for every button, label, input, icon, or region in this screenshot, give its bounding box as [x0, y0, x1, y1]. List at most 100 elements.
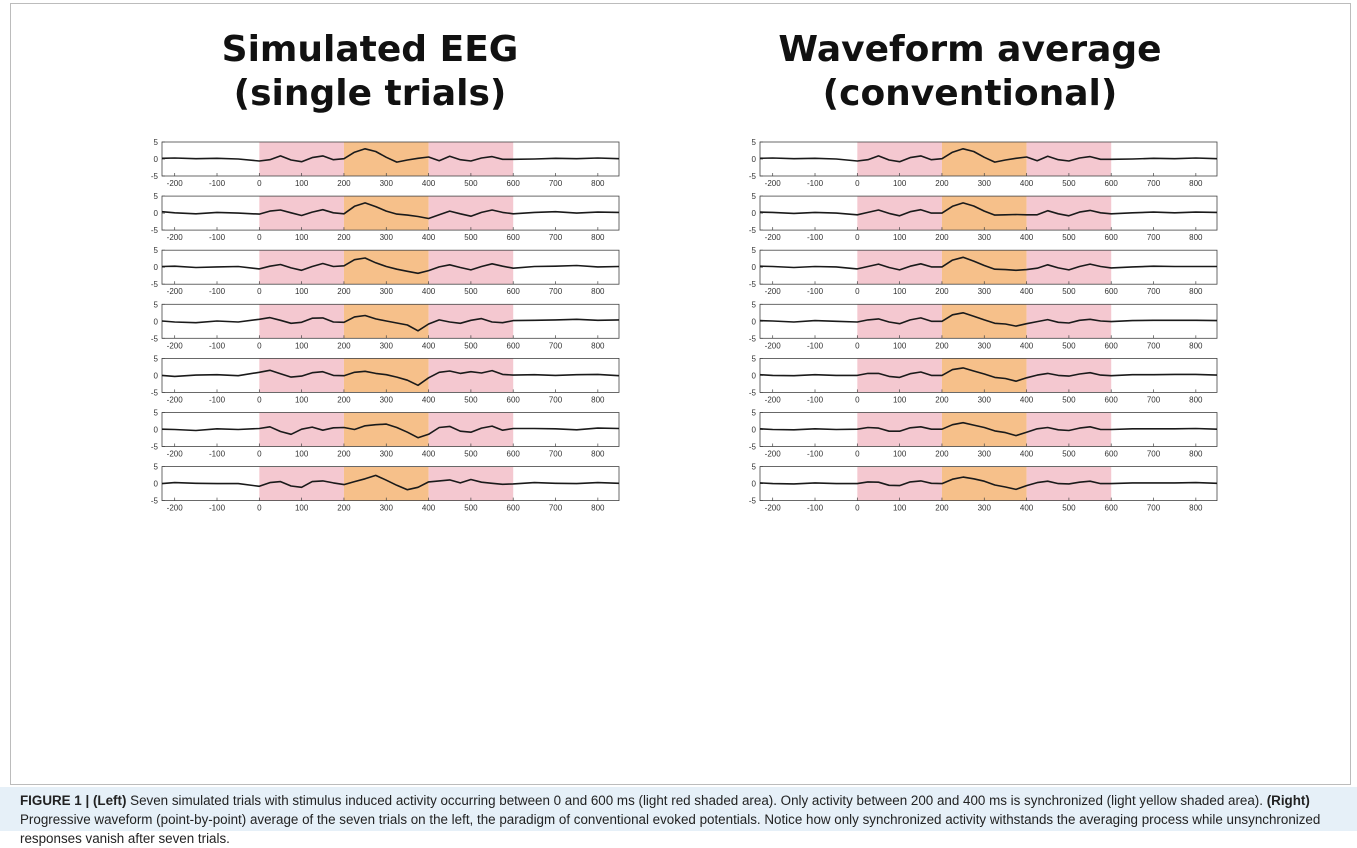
left-trial-6-ytick-label: 0 — [154, 426, 159, 435]
left-trial-1-xtick-label: -100 — [209, 179, 226, 188]
right-trial-7-shade-1 — [857, 466, 942, 501]
left-trial-5-waveform — [161, 369, 620, 387]
left-trial-1-xtick-label: 700 — [549, 179, 563, 188]
left-trial-6-xtick-label: 200 — [337, 450, 351, 459]
left-trial-5-xtick-label: 0 — [257, 395, 262, 404]
right-trial-3-xtick-label: 600 — [1105, 287, 1119, 296]
right-trial-7-ytick-label: -5 — [749, 497, 757, 506]
left-trial-3-waveform — [161, 257, 620, 275]
left-trial-2-xtick-label: 600 — [507, 233, 521, 242]
left-trial-4-xtick-label: 100 — [295, 341, 309, 350]
right-trial-7-xtick-label: 400 — [1020, 504, 1034, 513]
left-trial-1-xtick-label: 800 — [591, 179, 605, 188]
left-trial-4-xtick-label: -200 — [167, 341, 184, 350]
right-trial-2-xtick-label: 0 — [855, 233, 860, 242]
right-trial-6-xtick-label: -100 — [807, 450, 824, 459]
right-trial-2-xtick-label: 800 — [1189, 233, 1203, 242]
right-trial-7-xtick-label: 300 — [978, 504, 992, 513]
left-trial-4-xtick-label: 700 — [549, 341, 563, 350]
right-trial-1-xtick-label: -100 — [807, 179, 824, 188]
right-trial-5-xtick-label: 800 — [1189, 395, 1203, 404]
left-trial-3-shade-1 — [259, 250, 344, 285]
left-trial-6-xtick-label: 700 — [549, 450, 563, 459]
left-trial-2-xtick-label: -100 — [209, 233, 226, 242]
left-trial-2-shade-2 — [343, 196, 429, 231]
left-trial-2-xtick-label: 200 — [337, 233, 351, 242]
right-trial-7-xtick-label: -200 — [765, 504, 782, 513]
left-trial-6-waveform — [161, 423, 620, 439]
right-trial-5-ytick-label: -5 — [749, 388, 757, 397]
left-trial-7-shade-2 — [343, 466, 429, 501]
right-trial-6-xtick-label: 300 — [978, 450, 992, 459]
left-trial-3-xtick-label: 400 — [422, 287, 436, 296]
right-trial-3-xtick-label: -200 — [765, 287, 782, 296]
right-trial-2-shade-2 — [941, 196, 1027, 231]
right-trial-5-xtick-label: 600 — [1105, 395, 1119, 404]
right-trial-3-xtick-label: 0 — [855, 287, 860, 296]
right-trial-6-xtick-label: 400 — [1020, 450, 1034, 459]
right-trial-3-ytick-label: 5 — [752, 246, 757, 255]
left-trial-4-xtick-label: 600 — [507, 341, 521, 350]
left-trial-4-xtick-label: 500 — [464, 341, 478, 350]
left-trial-1-ytick-label: 0 — [154, 155, 159, 164]
right-trial-4-xtick-label: -200 — [765, 341, 782, 350]
left-trial-6-ytick-label: -5 — [151, 443, 159, 452]
right-trial-4-xtick-label: 400 — [1020, 341, 1034, 350]
right-trial-3-ytick-label: -5 — [749, 280, 757, 289]
left-trial-7-ytick-label: 0 — [154, 480, 159, 489]
left-trial-6-xtick-label: 600 — [507, 450, 521, 459]
left-trial-7-ytick-label: 5 — [154, 463, 159, 472]
right-title-line-1: Waveform average — [778, 29, 1162, 70]
left-trial-3-xtick-label: 200 — [337, 287, 351, 296]
left-trial-5-xtick-label: 200 — [337, 395, 351, 404]
left-panel-title: Simulated EEG (single trials) — [120, 28, 620, 116]
left-trial-6-xtick-label: 500 — [464, 450, 478, 459]
left-trial-7-xtick-label: -100 — [209, 504, 226, 513]
left-trial-2-xtick-label: 800 — [591, 233, 605, 242]
right-trial-6-ytick-label: -5 — [749, 443, 757, 452]
right-trial-3-xtick-label: 200 — [935, 287, 949, 296]
right-trial-2-xtick-label: 500 — [1062, 233, 1076, 242]
right-panel-title: Waveform average (conventional) — [720, 28, 1220, 116]
right-trial-1-xtick-label: 400 — [1020, 179, 1034, 188]
left-trial-5-xtick-label: -200 — [167, 395, 184, 404]
right-trial-7-xtick-label: 100 — [893, 504, 907, 513]
left-trial-5-xtick-label: 500 — [464, 395, 478, 404]
right-trial-1-ytick-label: -5 — [749, 172, 757, 181]
right-trial-2-ytick-label: -5 — [749, 226, 757, 235]
left-trial-6-xtick-label: 300 — [380, 450, 394, 459]
left-trial-4-xtick-label: 200 — [337, 341, 351, 350]
right-trial-4-xtick-label: -100 — [807, 341, 824, 350]
right-trial-6-xtick-label: 700 — [1147, 450, 1161, 459]
right-trial-3-ytick-label: 0 — [752, 263, 757, 272]
right-trial-7-waveform — [759, 476, 1218, 491]
left-trial-1-xtick-label: 400 — [422, 179, 436, 188]
left-trial-5-ytick-label: 5 — [154, 354, 159, 363]
right-trial-6-xtick-label: 800 — [1189, 450, 1203, 459]
right-trial-2-ytick-label: 0 — [752, 209, 757, 218]
left-trial-3-xtick-label: 100 — [295, 287, 309, 296]
left-trial-1-ytick-label: -5 — [151, 172, 159, 181]
left-trial-7-xtick-label: 500 — [464, 504, 478, 513]
caption-label: FIGURE 1 | — [20, 793, 93, 808]
left-trial-7-xtick-label: 100 — [295, 504, 309, 513]
right-trial-2-xtick-label: 600 — [1105, 233, 1119, 242]
left-trial-7-xtick-label: -200 — [167, 504, 184, 513]
left-trial-2-waveform — [161, 202, 620, 220]
left-trial-4-xtick-label: 300 — [380, 341, 394, 350]
right-trial-6-shade-2 — [941, 412, 1027, 447]
left-trial-1-xtick-label: 100 — [295, 179, 309, 188]
left-trial-7-xtick-label: 400 — [422, 504, 436, 513]
right-trial-7-ytick-label: 0 — [752, 480, 757, 489]
right-trial-5-shade-1 — [857, 358, 942, 393]
right-trial-2-xtick-label: 700 — [1147, 233, 1161, 242]
right-trial-6-xtick-label: 0 — [855, 450, 860, 459]
right-trial-1-xtick-label: 300 — [978, 179, 992, 188]
right-trial-7-xtick-label: 800 — [1189, 504, 1203, 513]
left-trial-7-xtick-label: 300 — [380, 504, 394, 513]
left-trial-4-ytick-label: -5 — [151, 334, 159, 343]
left-trial-1-xtick-label: -200 — [167, 179, 184, 188]
right-trial-1-xtick-label: 500 — [1062, 179, 1076, 188]
right-trial-1-xtick-label: 800 — [1189, 179, 1203, 188]
eeg-plots: -505-200 -100 0 100 200 300 400 500 600 700 800-50… — [151, 138, 1218, 513]
